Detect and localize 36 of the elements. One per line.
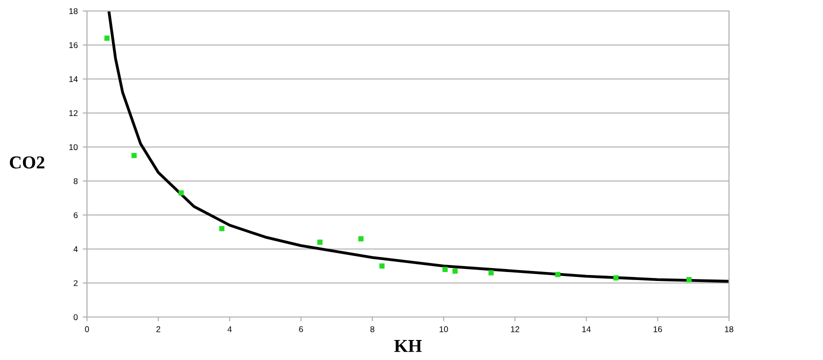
- x-tick-label: 14: [582, 326, 591, 332]
- y-tick-label: 2: [74, 280, 78, 286]
- point: [104, 36, 110, 41]
- point: [555, 272, 560, 278]
- y-tick-label: 6: [74, 212, 78, 218]
- y-tick-label: 12: [69, 110, 78, 116]
- x-tick-label: 12: [511, 326, 520, 332]
- point: [219, 226, 224, 232]
- y-axis-title: CO2: [10, 156, 44, 169]
- x-tick-label: 8: [370, 326, 374, 332]
- point: [452, 268, 458, 274]
- point: [178, 190, 184, 196]
- x-tick-label: 4: [228, 326, 232, 332]
- point: [686, 277, 692, 282]
- y-tick-label: 18: [69, 8, 78, 14]
- x-tick-label: 10: [440, 326, 448, 332]
- x-tick-label: 0: [85, 326, 89, 332]
- point: [317, 240, 322, 245]
- point: [131, 152, 137, 158]
- point: [488, 270, 494, 276]
- point: [358, 236, 364, 242]
- y-tick-label: 0: [74, 314, 78, 320]
- x-tick-label: 16: [654, 326, 662, 332]
- x-tick-label: 6: [299, 326, 303, 332]
- y-tick-label: 16: [69, 42, 78, 48]
- x-tick-label: 18: [725, 326, 734, 332]
- point: [442, 266, 448, 272]
- y-tick-label: 14: [69, 76, 78, 82]
- point: [379, 263, 385, 269]
- y-tick-label: 10: [69, 144, 78, 150]
- x-tick-label: 2: [156, 326, 160, 332]
- line-series: [108, 11, 729, 283]
- y-tick-label: 8: [74, 178, 78, 184]
- x-axis-title: KH: [394, 340, 422, 352]
- point: [613, 275, 619, 280]
- y-tick-label: 4: [74, 246, 78, 252]
